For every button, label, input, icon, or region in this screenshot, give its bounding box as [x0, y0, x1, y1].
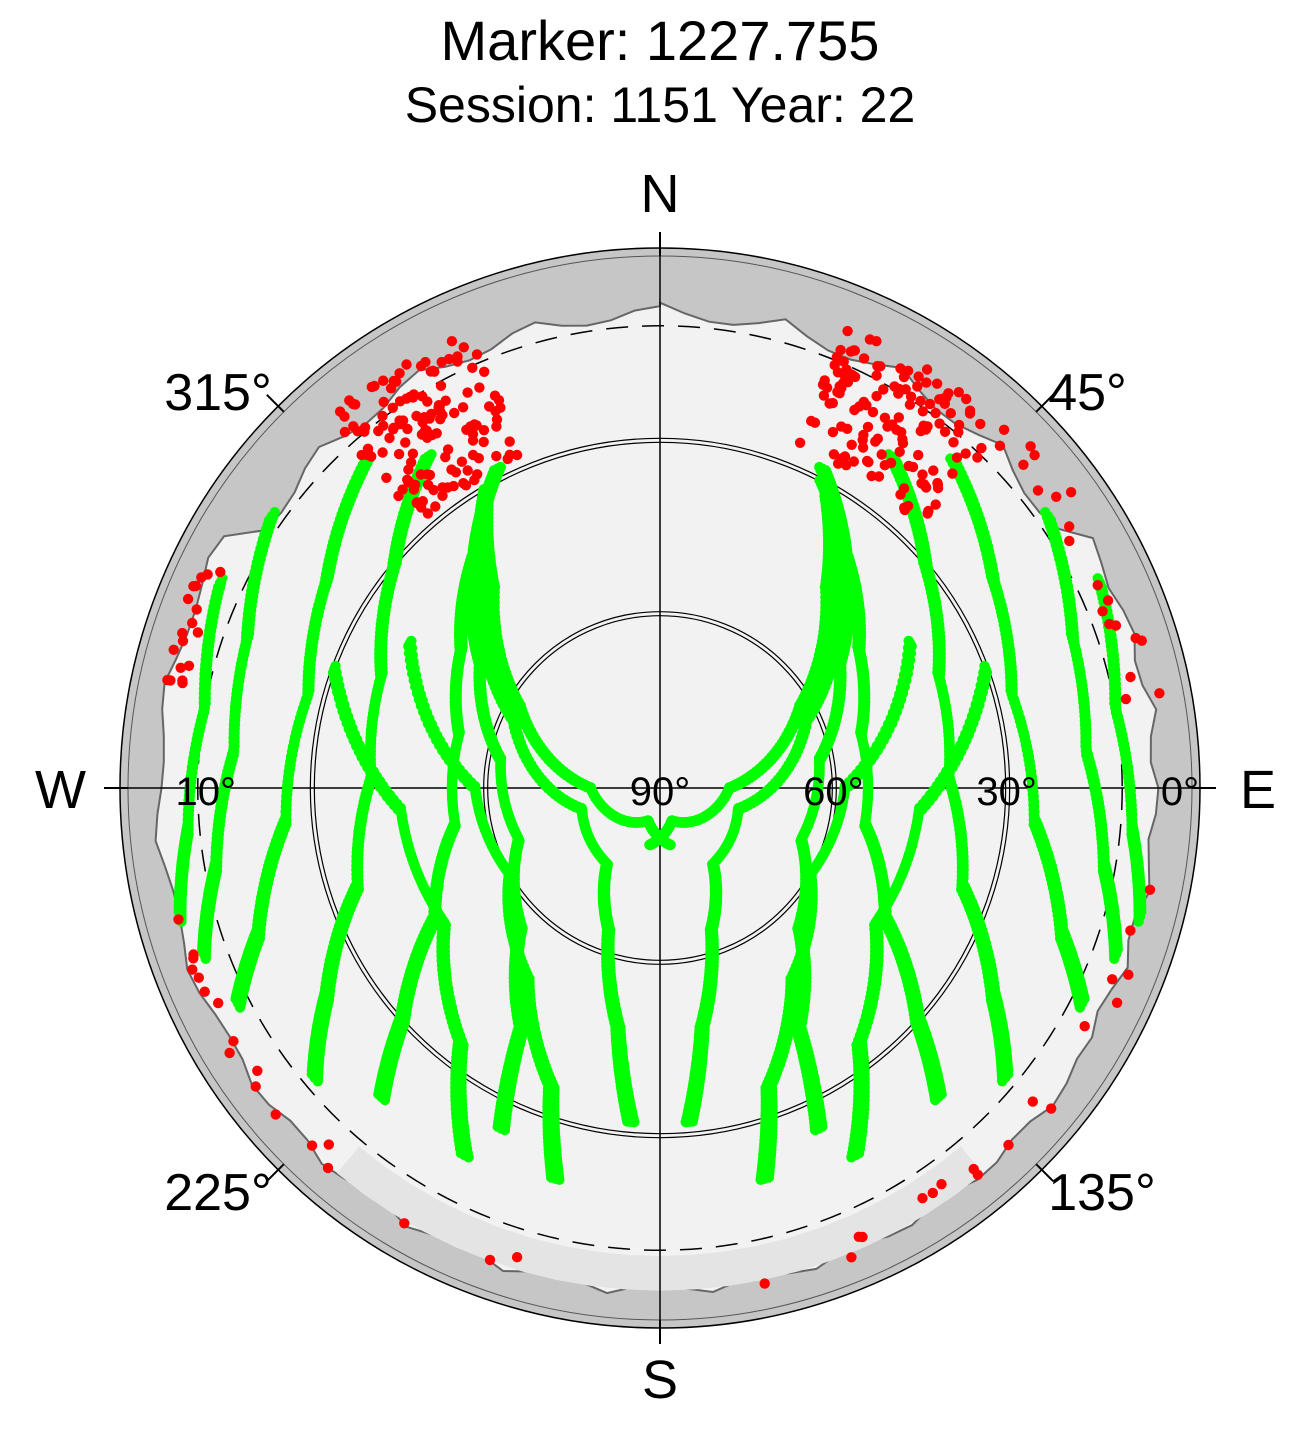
accepted-point [664, 839, 675, 851]
accepted-point [644, 839, 655, 850]
accepted-point [197, 944, 208, 955]
accepted-point [230, 993, 241, 1004]
chart-subtitle: Session: 1151 Year: 22 [405, 77, 916, 133]
accepted-point [622, 1116, 633, 1127]
accepted-point [809, 1124, 821, 1136]
accepted-point [306, 1068, 317, 1080]
azimuth-tick [266, 1163, 285, 1182]
azimuth-tick [266, 394, 285, 413]
azimuth-tick [1035, 394, 1054, 413]
azimuth-ticks [104, 232, 1216, 1344]
accepted-point [492, 1121, 503, 1132]
accepted-point [373, 1089, 384, 1100]
accepted-observations [173, 449, 1147, 1185]
accepted-point [680, 1116, 691, 1128]
chart-title: Marker: 1227.755 [441, 9, 880, 72]
azimuth-tick [1035, 1163, 1054, 1182]
lower-sky-shading [336, 1146, 984, 1291]
